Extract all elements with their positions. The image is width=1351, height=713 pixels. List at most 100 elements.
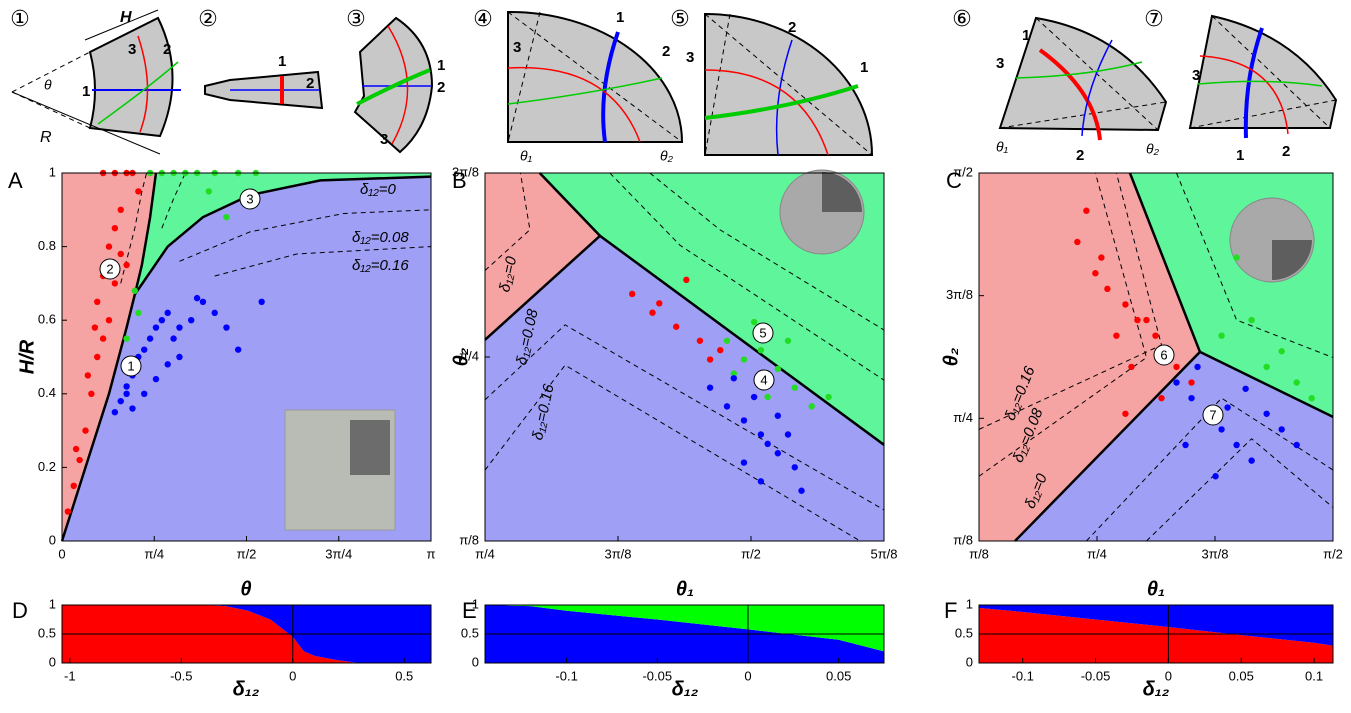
point (1278, 426, 1284, 432)
point (751, 319, 757, 325)
label: θ₁ (996, 139, 1009, 155)
point (176, 354, 182, 360)
point (741, 417, 747, 423)
y-tick-label: 0.2 (38, 459, 56, 474)
point (775, 450, 781, 456)
x-tick-label: -0.1 (1012, 668, 1034, 683)
label: 2 (788, 19, 796, 36)
marker-label: 3 (246, 191, 253, 206)
label: 2 (163, 41, 171, 58)
panel-letter: C (946, 168, 962, 193)
x-tick-label: 0.1 (1305, 668, 1323, 683)
label: 1 (82, 83, 90, 100)
point (775, 413, 781, 419)
x-tick-label: -0.05 (1081, 668, 1111, 683)
point (629, 291, 635, 297)
y-tick-label: 0.4 (38, 385, 56, 400)
annotation: δ₁₂=0.16 (352, 257, 409, 274)
point (751, 394, 757, 400)
point (188, 317, 194, 323)
point (775, 366, 781, 372)
label: R (40, 129, 52, 146)
schematic-number: ⑤ (670, 6, 690, 31)
point (673, 324, 679, 330)
point (697, 338, 703, 344)
point (798, 488, 804, 494)
point (112, 225, 118, 231)
label: 3 (996, 55, 1004, 72)
point (94, 299, 100, 305)
point (106, 243, 112, 249)
point (741, 459, 747, 465)
label: 2 (1282, 143, 1290, 160)
panel-letter: A (8, 168, 23, 193)
point (1134, 317, 1140, 323)
point (758, 347, 764, 353)
y-tick-label: 0.5 (461, 625, 479, 640)
x-tick-label: 0 (289, 668, 296, 683)
point (123, 335, 129, 341)
point (73, 446, 79, 452)
label: θ₂ (660, 148, 674, 164)
annotation: δ₁₂=0.08 (352, 229, 409, 246)
panel-letter: E (462, 598, 477, 623)
point (223, 214, 229, 220)
point (1083, 208, 1089, 214)
point (135, 188, 141, 194)
point (1233, 254, 1239, 260)
x-tick-label: π/2 (1323, 546, 1343, 561)
label: 2 (662, 43, 670, 60)
y-axis-label: θ₂ (940, 347, 962, 366)
label: 3 (1192, 67, 1200, 84)
y-tick-label: 0.5 (955, 625, 973, 640)
x-tick-label: 0.5 (395, 668, 413, 683)
point (707, 356, 713, 362)
label: 1 (616, 9, 624, 26)
label: 3 (513, 39, 521, 56)
point (649, 309, 655, 315)
schematic-number: ③ (346, 6, 366, 31)
y-tick-label: 0 (49, 532, 56, 547)
point (100, 335, 106, 341)
point (825, 394, 831, 400)
point (1092, 270, 1098, 276)
x-axis-label: θ₁ (1147, 578, 1165, 600)
marker-label: 6 (1160, 347, 1167, 362)
point (141, 391, 147, 397)
y-tick-label: 1 (966, 596, 973, 611)
inset-cell (350, 420, 390, 475)
point (808, 403, 814, 409)
point (1113, 332, 1119, 338)
label: 1 (1022, 27, 1030, 44)
point (741, 356, 747, 362)
point (1074, 239, 1080, 245)
x-tick-label: -0.05 (642, 668, 672, 683)
point (1233, 442, 1239, 448)
point (206, 188, 212, 194)
point (194, 295, 200, 301)
x-axis-label: δ₁₂ (233, 678, 260, 700)
point (112, 280, 118, 286)
point (123, 383, 129, 389)
point (159, 317, 165, 323)
point (258, 299, 264, 305)
y-tick-label: π/4 (953, 410, 973, 425)
y-tick-label: π/8 (953, 532, 973, 547)
point (785, 338, 791, 344)
point (76, 457, 82, 463)
x-tick-label: 0.05 (1229, 668, 1254, 683)
schematic-number: ④ (473, 6, 493, 31)
point (235, 346, 241, 352)
x-tick-label: -0.1 (555, 668, 577, 683)
x-tick-label: π (427, 546, 436, 561)
point (724, 338, 730, 344)
marker-label: 4 (760, 372, 767, 387)
marker-label: 1 (127, 358, 134, 373)
x-tick-label: 3π/8 (1201, 546, 1228, 561)
point (1248, 317, 1254, 323)
point (785, 431, 791, 437)
x-axis-label: θ₁ (676, 578, 694, 600)
schematic-number: ⑦ (1144, 6, 1164, 31)
